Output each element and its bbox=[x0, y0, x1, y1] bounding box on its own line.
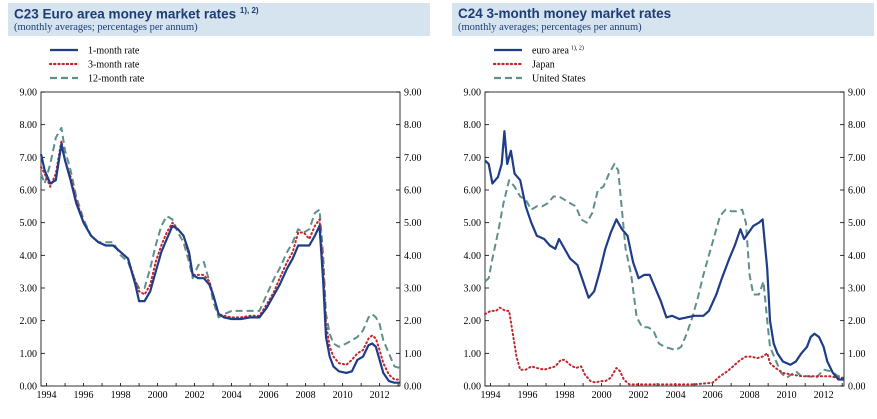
y-tick-label-right: 3.00 bbox=[404, 284, 422, 295]
legend-label-text: 12-month rate bbox=[88, 74, 145, 85]
y-tick-label-left: 0.00 bbox=[20, 382, 38, 393]
y-tick-label-left: 1.00 bbox=[20, 349, 38, 360]
y-tick-label-left: 8.00 bbox=[20, 120, 38, 131]
x-tick-label: 2002 bbox=[185, 390, 205, 401]
x-tick-label: 1994 bbox=[481, 390, 501, 401]
chart-title-text: Euro area money market rates bbox=[42, 6, 237, 22]
y-tick-label-left: 2.00 bbox=[20, 316, 38, 327]
y-tick-label-right: 5.00 bbox=[404, 218, 422, 229]
title-bar: C23 Euro area money market rates 1), 2) … bbox=[8, 3, 430, 36]
x-tick-label: 2008 bbox=[740, 390, 760, 401]
x-tick-label: 1998 bbox=[555, 390, 575, 401]
x-tick-label: 2006 bbox=[259, 390, 279, 401]
y-tick-label-right: 1.00 bbox=[404, 349, 422, 360]
x-tick-label: 2010 bbox=[333, 390, 353, 401]
series-line-united-states bbox=[484, 162, 844, 379]
y-tick-label-right: 7.00 bbox=[848, 153, 866, 164]
x-tick-label: 2000 bbox=[592, 390, 612, 401]
x-tick-label: 2000 bbox=[148, 390, 168, 401]
y-tick-label-right: 2.00 bbox=[404, 316, 422, 327]
x-tick-label: 2008 bbox=[296, 390, 316, 401]
x-tick-label: 2012 bbox=[814, 390, 834, 401]
legend-label-text: United States bbox=[532, 74, 586, 85]
y-tick-label-right: 2.00 bbox=[848, 316, 866, 327]
legend-label: 1-month rate bbox=[88, 46, 140, 57]
x-tick-label: 1996 bbox=[518, 390, 538, 401]
y-tick-label-right: 6.00 bbox=[848, 186, 866, 197]
chart-panel-c23: C23 Euro area money market rates 1), 2) … bbox=[0, 0, 430, 419]
y-tick-label-right: 9.00 bbox=[404, 88, 422, 99]
line-chart-svg: 0.00 0.00 1.00 1.00 2.00 2.00 3.00 3.00 4.00 4.00… bbox=[20, 46, 422, 402]
y-tick-label-left: 7.00 bbox=[464, 153, 482, 164]
y-tick-label-left: 8.00 bbox=[464, 120, 482, 131]
series-line-1-month-rate bbox=[39, 143, 400, 384]
title-bar: C24 3-month money market rates (monthly … bbox=[452, 3, 874, 36]
y-tick-label-right: 9.00 bbox=[848, 88, 866, 99]
legend-label-text: euro area bbox=[532, 46, 569, 57]
y-tick-label-right: 1.00 bbox=[848, 349, 866, 360]
y-tick-label-right: 0.00 bbox=[404, 382, 422, 393]
y-tick-label-right: 3.00 bbox=[848, 284, 866, 295]
chart-panel-c24: C24 3-month money market rates (monthly … bbox=[444, 0, 874, 419]
chart-subtitle: (monthly averages; percentages per annum… bbox=[14, 22, 198, 33]
y-tick-label-left: 7.00 bbox=[20, 153, 38, 164]
legend-label: Japan bbox=[532, 60, 555, 71]
plot-frame bbox=[40, 91, 401, 387]
legend-label-text: 3-month rate bbox=[88, 60, 140, 71]
series-line-euro-area bbox=[484, 130, 844, 381]
y-tick-label-right: 5.00 bbox=[848, 218, 866, 229]
chart-title-text: 3-month money market rates bbox=[486, 6, 672, 21]
chart-code: C23 bbox=[14, 6, 39, 22]
x-tick-label: 2002 bbox=[629, 390, 649, 401]
series-line-japan bbox=[484, 306, 845, 386]
chart-subtitle: (monthly averages; percentages per annum… bbox=[458, 22, 642, 33]
legend-label-text: Japan bbox=[532, 60, 555, 71]
chart-title-note: 1), 2) bbox=[239, 6, 259, 15]
x-tick-label: 2010 bbox=[777, 390, 797, 401]
plot-frame bbox=[484, 91, 845, 387]
y-tick-label-left: 4.00 bbox=[464, 251, 482, 262]
y-tick-label-right: 6.00 bbox=[404, 186, 422, 197]
y-tick-label-left: 6.00 bbox=[20, 186, 38, 197]
x-tick-label: 1994 bbox=[37, 390, 57, 401]
chart-title: C23 Euro area money market rates 1), 2) bbox=[14, 6, 259, 22]
y-tick-label-right: 7.00 bbox=[404, 153, 422, 164]
legend-label: 12-month rate bbox=[88, 74, 145, 85]
y-tick-label-left: 5.00 bbox=[20, 218, 38, 229]
chart-title: C24 3-month money market rates bbox=[458, 6, 671, 21]
legend-label: 3-month rate bbox=[88, 60, 140, 71]
y-tick-label-left: 3.00 bbox=[464, 284, 482, 295]
y-tick-label-left: 9.00 bbox=[20, 88, 38, 99]
legend-label-note: 1), 2) bbox=[571, 45, 584, 52]
y-tick-label-right: 4.00 bbox=[848, 251, 866, 262]
series-line-12-month-rate bbox=[40, 126, 401, 369]
y-tick-label-left: 2.00 bbox=[464, 316, 482, 327]
y-tick-label-right: 0.00 bbox=[848, 382, 866, 393]
x-tick-label: 2006 bbox=[703, 390, 723, 401]
legend-label: euro area 1), 2) bbox=[532, 45, 584, 57]
x-tick-label: 2012 bbox=[370, 390, 390, 401]
y-tick-label-left: 6.00 bbox=[464, 186, 482, 197]
y-tick-label-right: 8.00 bbox=[404, 120, 422, 131]
y-tick-label-left: 9.00 bbox=[464, 88, 482, 99]
y-tick-label-left: 3.00 bbox=[20, 284, 38, 295]
x-tick-label: 2004 bbox=[666, 390, 686, 401]
x-tick-label: 1996 bbox=[74, 390, 94, 401]
x-tick-label: 2004 bbox=[222, 390, 242, 401]
y-tick-label-left: 0.00 bbox=[464, 382, 482, 393]
y-tick-label-left: 5.00 bbox=[464, 218, 482, 229]
chart-code: C24 bbox=[458, 6, 483, 21]
legend-label-text: 1-month rate bbox=[88, 46, 140, 57]
line-chart-svg: 0.00 0.00 1.00 1.00 2.00 2.00 3.00 3.00 4.00 4.00… bbox=[464, 45, 866, 402]
legend-label: United States bbox=[532, 74, 586, 85]
x-tick-label: 1998 bbox=[111, 390, 131, 401]
y-tick-label-left: 4.00 bbox=[20, 251, 38, 262]
y-tick-label-right: 8.00 bbox=[848, 120, 866, 131]
y-tick-label-left: 1.00 bbox=[464, 349, 482, 360]
y-tick-label-right: 4.00 bbox=[404, 251, 422, 262]
